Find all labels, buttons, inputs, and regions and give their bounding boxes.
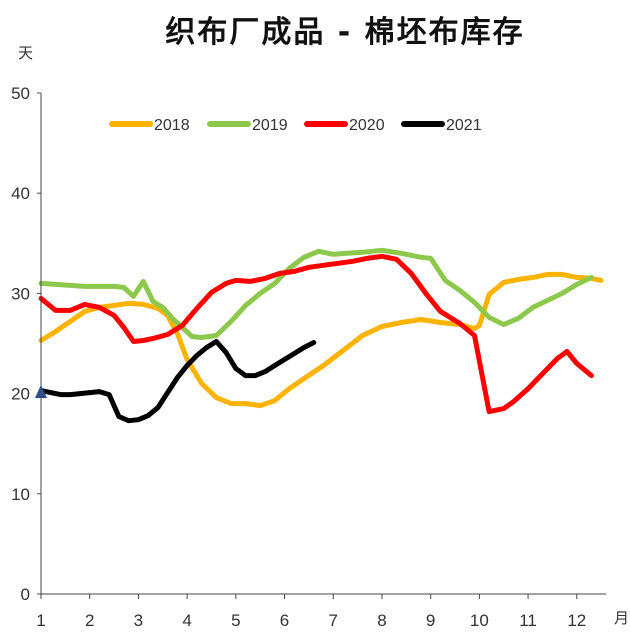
y-axis-start-marker bbox=[35, 385, 47, 398]
y-tick-label: 40 bbox=[11, 184, 30, 203]
y-tick-label: 30 bbox=[11, 284, 30, 303]
x-tick-label: 4 bbox=[182, 611, 191, 630]
series-line-2021 bbox=[38, 339, 317, 424]
legend-label-2021: 2021 bbox=[446, 117, 482, 134]
legend-label-2019: 2019 bbox=[252, 117, 288, 134]
x-tick-label: 12 bbox=[567, 611, 586, 630]
x-tick-label: 9 bbox=[426, 611, 435, 630]
y-tick-label: 10 bbox=[11, 485, 30, 504]
x-axis-unit-label: 月 bbox=[614, 609, 629, 627]
chart-title: 织布厂成品 - 棉坯布库存 bbox=[165, 15, 524, 50]
legend: 2018 2019 2020 2021 bbox=[109, 117, 482, 134]
x-tick-label: 3 bbox=[134, 611, 143, 630]
series-lines bbox=[38, 247, 604, 424]
series-line-2018 bbox=[38, 271, 604, 409]
series-line-2020 bbox=[38, 253, 594, 415]
legend-label-2018: 2018 bbox=[154, 117, 190, 134]
y-axis-unit-label: 天 bbox=[18, 44, 33, 62]
x-tick-label: 7 bbox=[329, 611, 338, 630]
y-tick-label: 50 bbox=[11, 84, 30, 103]
series-line-2019 bbox=[38, 247, 594, 340]
x-tick-label: 11 bbox=[519, 611, 537, 630]
y-tick-label: 20 bbox=[11, 385, 30, 404]
x-tick-label: 6 bbox=[280, 611, 289, 630]
y-axis-ticks: 0 10 20 30 40 50 bbox=[11, 84, 41, 604]
y-tick-label: 0 bbox=[21, 585, 30, 604]
legend-label-2020: 2020 bbox=[349, 117, 385, 134]
x-tick-label: 8 bbox=[377, 611, 386, 630]
x-tick-label: 5 bbox=[231, 611, 240, 630]
x-axis-ticks: 1 2 3 4 5 6 7 8 9 10 11 12 bbox=[36, 594, 586, 630]
x-tick-label: 10 bbox=[470, 611, 489, 630]
x-tick-label: 2 bbox=[85, 611, 94, 630]
x-tick-label: 1 bbox=[36, 611, 45, 630]
